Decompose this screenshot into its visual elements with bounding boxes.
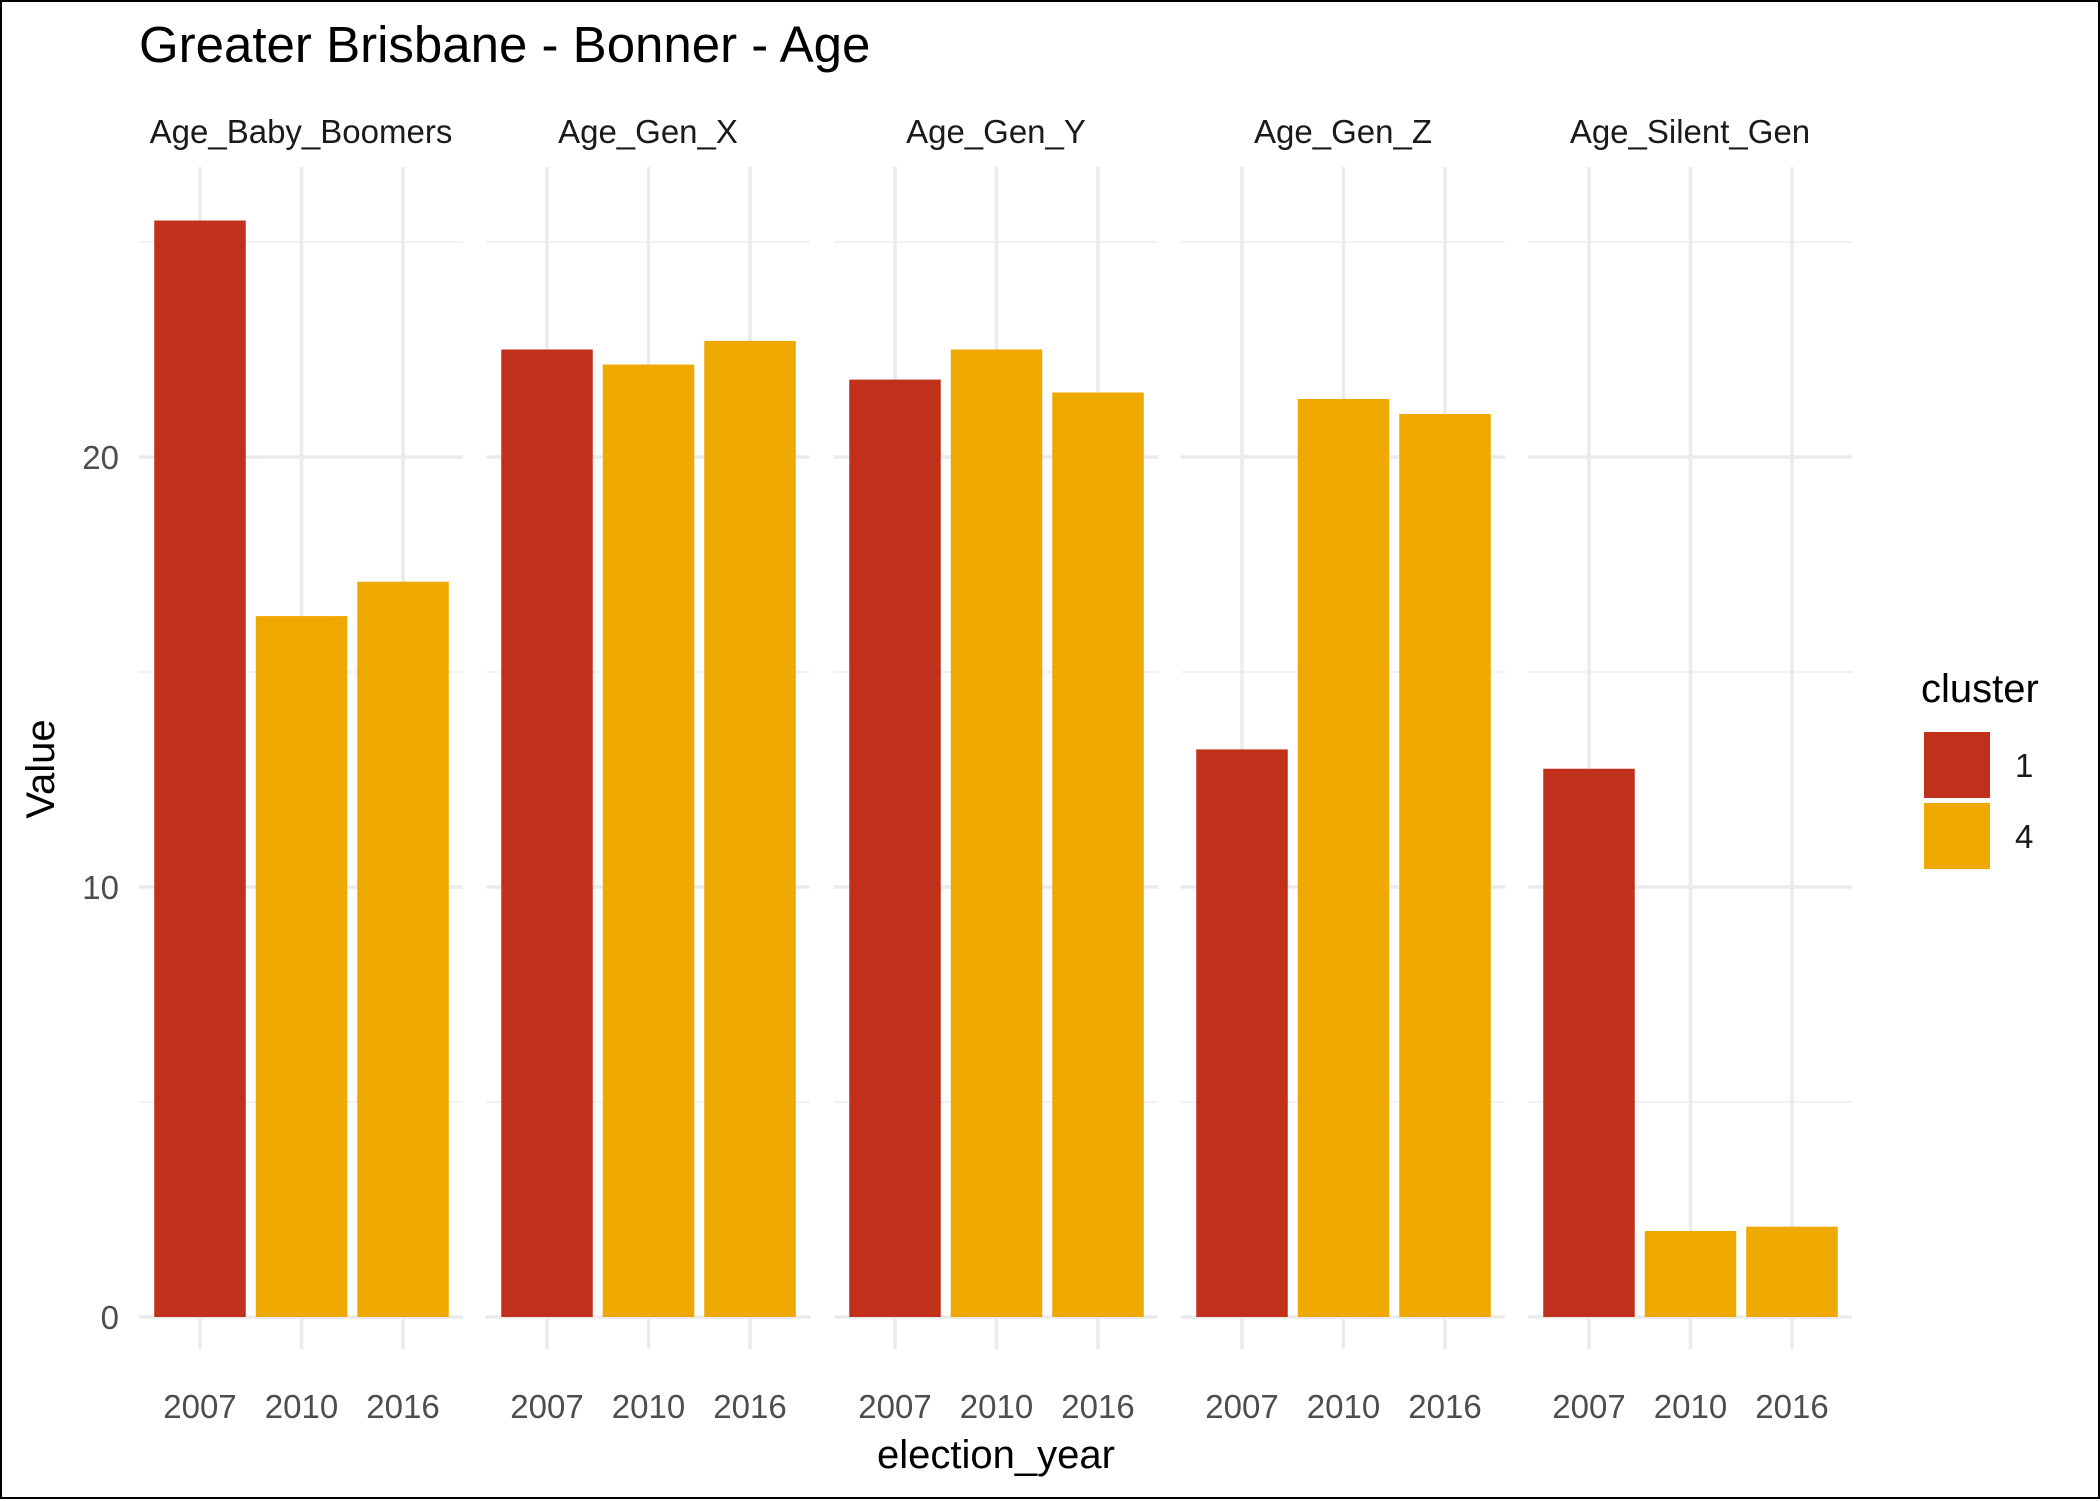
chart-title: Greater Brisbane - Bonner - Age	[139, 16, 870, 73]
facet-strip-label: Age_Gen_X	[558, 113, 738, 150]
bar	[357, 581, 449, 1317]
x-tick-label: 2010	[960, 1388, 1033, 1425]
bar	[255, 616, 348, 1317]
bar	[1297, 398, 1390, 1317]
bar	[704, 340, 796, 1317]
facet-panel: 2007 2010 2016 Age_Gen_X	[486, 113, 810, 1425]
x-tick-label: 2016	[1061, 1388, 1134, 1425]
legend-title: cluster	[1921, 667, 2039, 711]
bar	[1543, 768, 1635, 1317]
x-tick-label: 2010	[1307, 1388, 1380, 1425]
x-tick-label: 2007	[1552, 1388, 1625, 1425]
bar	[849, 379, 941, 1318]
x-tick-label: 2010	[1654, 1388, 1727, 1425]
x-tick-label: 2007	[163, 1388, 236, 1425]
x-tick-label: 2016	[713, 1388, 786, 1425]
y-tick-label: 20	[82, 439, 119, 476]
bar	[1052, 392, 1144, 1317]
facet-strip-label: Age_Silent_Gen	[1570, 113, 1810, 150]
facet-panel: 2007 2010 2016 Age_Baby_Boomers	[139, 113, 463, 1425]
y-tick-label: 0	[101, 1299, 119, 1336]
x-tick-label: 2016	[366, 1388, 439, 1425]
bar	[1399, 414, 1491, 1317]
x-tick-label: 2010	[612, 1388, 685, 1425]
y-tick-label: 10	[82, 869, 119, 906]
bar	[1746, 1226, 1838, 1317]
legend-key	[1924, 803, 1990, 869]
bar	[501, 349, 593, 1317]
legend-key	[1924, 732, 1990, 798]
bar	[1644, 1231, 1737, 1317]
x-tick-label: 2016	[1755, 1388, 1828, 1425]
facet-panel: 2007 2010 2016 Age_Gen_Z	[1181, 113, 1505, 1425]
x-tick-label: 2010	[265, 1388, 338, 1425]
facet-panel: 2007 2010 2016 Age_Silent_Gen	[1528, 113, 1852, 1425]
bar	[950, 349, 1043, 1317]
bar	[602, 364, 695, 1317]
legend-label: 4	[2015, 818, 2033, 855]
facet-strip-label: Age_Gen_Y	[906, 113, 1086, 150]
bar	[154, 220, 246, 1317]
x-tick-label: 2007	[858, 1388, 931, 1425]
x-tick-label: 2016	[1408, 1388, 1481, 1425]
legend: cluster 1 4	[1921, 667, 2039, 869]
legend-label: 1	[2015, 747, 2033, 784]
x-axis-title: election_year	[877, 1433, 1115, 1477]
facet-strip-label: Age_Baby_Boomers	[150, 113, 453, 150]
x-tick-label: 2007	[1205, 1388, 1278, 1425]
x-tick-label: 2007	[510, 1388, 583, 1425]
y-axis-title: Value	[19, 719, 63, 818]
facet-panel: 2007 2010 2016 Age_Gen_Y	[834, 113, 1158, 1425]
bar	[1196, 749, 1288, 1317]
facet-strip-label: Age_Gen_Z	[1254, 113, 1432, 150]
